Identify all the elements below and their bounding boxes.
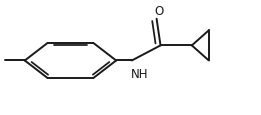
Text: NH: NH <box>131 67 149 80</box>
Text: O: O <box>154 5 163 18</box>
